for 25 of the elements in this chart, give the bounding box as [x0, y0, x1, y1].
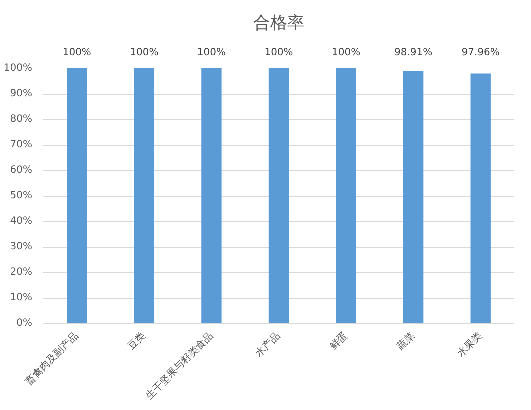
x-tick-label: 鲜蛋	[328, 330, 350, 353]
data-label: 97.96%	[462, 48, 500, 58]
data-label: 100%	[197, 48, 226, 58]
y-tick-label: 80%	[10, 114, 33, 125]
y-tick-label: 60%	[10, 165, 33, 176]
x-tick-label: 水产品	[253, 330, 283, 360]
x-tick-label: 畜禽肉及副产品	[23, 330, 82, 388]
data-label: 100%	[62, 48, 92, 58]
y-tick-label: 70%	[10, 140, 33, 150]
x-tick-label: 豆类	[126, 330, 148, 353]
y-tick-label: 30%	[10, 242, 33, 252]
chart-title: 合格率	[254, 14, 304, 34]
y-tick-label: 100%	[4, 63, 33, 74]
y-tick-label: 50%	[10, 190, 33, 202]
x-tick-label: 蔬菜	[394, 330, 418, 353]
data-label: 100%	[130, 48, 159, 58]
y-tick-label: 40%	[10, 216, 33, 227]
y-tick-label: 0%	[16, 318, 33, 329]
x-tick-label: 水果类	[455, 330, 485, 360]
data-label: 98.91%	[394, 48, 433, 58]
y-tick-label: 90%	[10, 88, 33, 100]
y-tick-label: 20%	[10, 267, 33, 278]
data-label: 100%	[264, 48, 294, 58]
data-label: 100%	[332, 48, 361, 58]
y-tick-label: 10%	[10, 292, 33, 304]
